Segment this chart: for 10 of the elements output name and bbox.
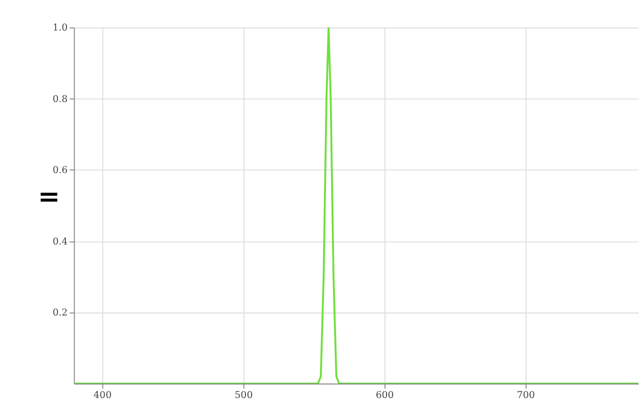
y-tick-label: 0.4: [52, 236, 68, 248]
y-tick-label: 0.2: [52, 308, 68, 319]
text: =: [38, 181, 60, 212]
y-tick-label: 0.8: [52, 94, 68, 105]
y-tick-label: 0.6: [52, 165, 68, 176]
x-tick-label: 400: [94, 390, 112, 402]
y-tick-label: 1.0: [52, 22, 68, 34]
x-tick-label: 500: [234, 390, 253, 402]
x-tick-label: 600: [376, 390, 394, 402]
x-tick-label: 700: [516, 390, 535, 402]
